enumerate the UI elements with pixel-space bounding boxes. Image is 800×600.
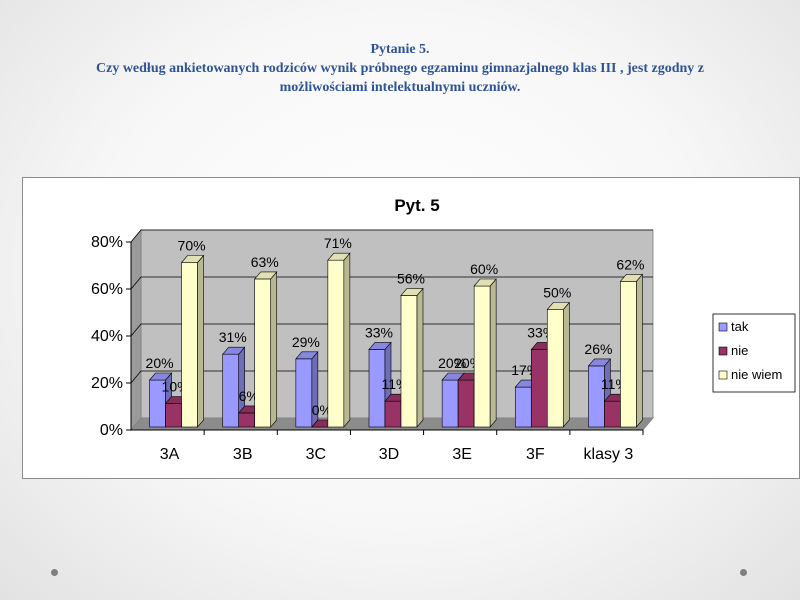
bar-side <box>489 278 497 428</box>
chart-title: Pyt. 5 <box>394 196 439 215</box>
bar-top <box>368 342 392 350</box>
gridline <box>130 229 653 243</box>
y-tick-label: 20% <box>91 375 123 392</box>
next-slide-dot[interactable] <box>740 569 747 576</box>
x-tick-label: 3B <box>233 446 253 463</box>
x-tick-label: 3C <box>306 446 326 463</box>
legend-label: nie wiem <box>731 367 782 382</box>
gridline <box>130 276 653 290</box>
bar-top <box>327 252 351 261</box>
legend-label: tak <box>731 319 749 334</box>
bar <box>530 349 548 428</box>
data-label: 29% <box>292 334 320 350</box>
data-label: 31% <box>219 329 247 345</box>
data-label: 70% <box>178 238 206 254</box>
data-label: 71% <box>324 235 352 251</box>
question-number: Pytanie 5. <box>370 42 430 57</box>
bar-side <box>270 271 278 428</box>
data-label: 0% <box>312 402 332 418</box>
bar <box>254 278 272 428</box>
bar <box>457 379 475 428</box>
bar-top <box>546 302 570 310</box>
data-label: 33% <box>365 324 393 340</box>
data-label: 50% <box>543 285 571 301</box>
bar-side <box>562 301 570 428</box>
x-tick-label: 3E <box>452 446 472 463</box>
bar <box>588 365 605 428</box>
bar <box>181 262 198 428</box>
x-tick-label: 3F <box>526 446 545 463</box>
x-tick-label: 3A <box>160 446 180 463</box>
bar <box>222 353 240 428</box>
y-tick-label: 80% <box>91 234 123 251</box>
x-tick-label: 3D <box>379 446 399 463</box>
bar-top <box>180 255 205 263</box>
bar <box>514 386 532 428</box>
bar-top <box>400 288 424 296</box>
previous-slide-dot[interactable] <box>51 569 58 576</box>
legend-swatch <box>718 346 728 356</box>
data-label: 26% <box>584 341 612 357</box>
bar <box>604 400 621 428</box>
bar-top <box>473 278 497 287</box>
slide-title: Pytanie 5. Czy według ankietowanych rodz… <box>20 40 780 97</box>
data-label: 63% <box>251 254 279 270</box>
legend-swatch <box>718 370 728 380</box>
y-tick-label: 60% <box>91 281 123 298</box>
chart-frame: Pyt. 5 0% 20% 40% 60% 80% 3A 20% 10% 70% 3B 31% 6% 63… <box>22 177 800 479</box>
data-label: 20% <box>438 355 466 371</box>
question-text: Czy według ankietowanych rodziców wynik … <box>96 61 704 76</box>
y-tick-label: 0% <box>100 422 123 439</box>
bar <box>620 281 637 428</box>
data-label: 60% <box>470 261 498 277</box>
bar <box>473 285 491 428</box>
bar <box>327 259 345 428</box>
data-label: 56% <box>397 270 425 286</box>
question-text-continued: możliwościami intelektualnymi uczniów. <box>279 80 521 95</box>
bar-side <box>636 273 643 428</box>
bar-top <box>295 351 319 360</box>
bar <box>238 412 256 428</box>
bar-top <box>619 274 644 282</box>
x-tick-label: klasy 3 <box>584 446 634 463</box>
bar <box>384 400 402 428</box>
bar-top <box>587 358 612 367</box>
bar <box>295 358 313 428</box>
bar-top <box>222 346 246 355</box>
data-label: 6% <box>239 388 259 404</box>
y-tick-label: 40% <box>91 328 123 345</box>
bar <box>441 379 459 428</box>
bar-top <box>148 372 173 381</box>
legend-swatch <box>718 322 728 332</box>
bar-side <box>343 252 351 428</box>
bar <box>546 309 564 428</box>
bar <box>400 295 418 428</box>
data-label: 62% <box>616 256 644 272</box>
legend-label: nie <box>731 343 748 358</box>
bar-chart: Pyt. 50%20%40%60%80%3A20%10%70%3B31%6%63… <box>91 196 796 463</box>
bar-side <box>416 287 424 428</box>
bar-top <box>254 271 278 280</box>
data-label: 20% <box>146 355 174 371</box>
bar-side <box>197 254 204 428</box>
bar <box>165 403 182 428</box>
